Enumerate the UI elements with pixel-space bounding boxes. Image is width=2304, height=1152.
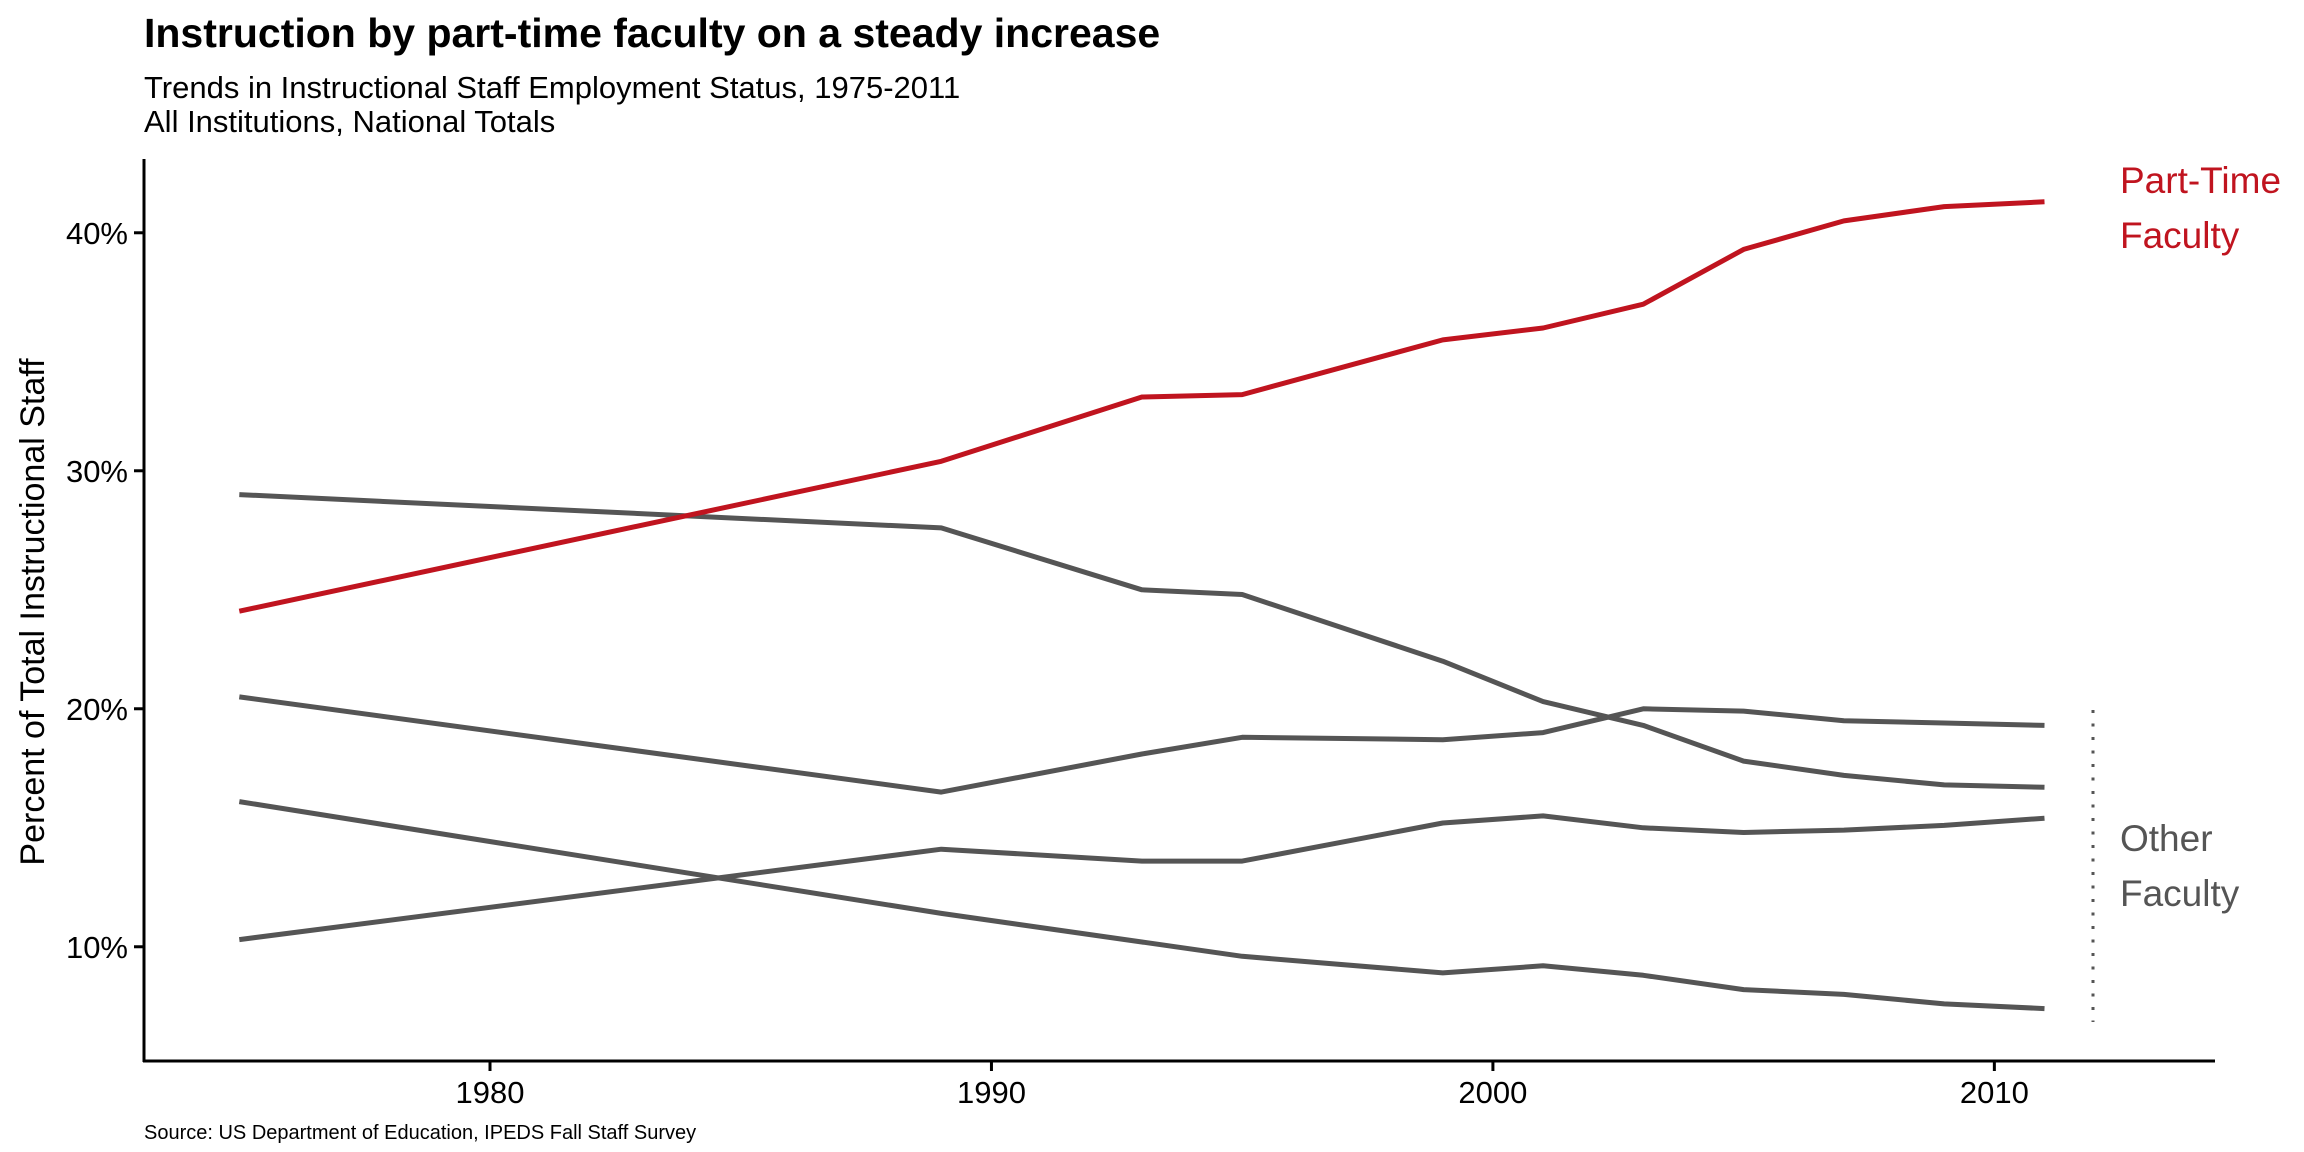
series-line-other-faculty-d	[238, 813, 2045, 943]
part-time-label-line-2: Faculty	[2120, 215, 2240, 256]
x-tick-label: 1980	[456, 1075, 525, 1110]
x-tick-label: 2010	[1960, 1075, 2029, 1110]
other-faculty-label-line-1: Other	[2120, 818, 2213, 859]
y-axis-title: Percent of Total Instructional Staff	[14, 358, 52, 866]
series-line-other-faculty-b	[238, 694, 2045, 795]
series-layer	[238, 199, 2045, 1012]
y-tick-label: 20%	[66, 692, 128, 727]
x-tick-label: 1990	[957, 1075, 1026, 1110]
chart-subtitle-line-1: Trends in Instructional Staff Employment…	[144, 70, 961, 105]
x-tick-label: 2000	[1458, 1075, 1527, 1110]
y-ticks: 10% 20% 30% 40%	[66, 216, 144, 965]
y-tick-label: 10%	[66, 930, 128, 965]
chart-subtitle-line-2: All Institutions, National Totals	[144, 104, 556, 139]
other-faculty-label-line-2: Faculty	[2120, 873, 2240, 914]
y-tick-label: 40%	[66, 216, 128, 251]
y-tick-label: 30%	[66, 454, 128, 489]
series-line-other-faculty-a	[239, 492, 2045, 790]
chart-title: Instruction by part-time faculty on a st…	[144, 10, 1161, 56]
series-line-part-time-faculty	[238, 199, 2045, 614]
source-caption: Source: US Department of Education, IPED…	[144, 1122, 697, 1144]
series-line-other-faculty-c	[238, 799, 2045, 1012]
part-time-label-line-1: Part-Time	[2120, 160, 2281, 201]
x-ticks: 1980 1990 2000 2010	[456, 1061, 2029, 1110]
